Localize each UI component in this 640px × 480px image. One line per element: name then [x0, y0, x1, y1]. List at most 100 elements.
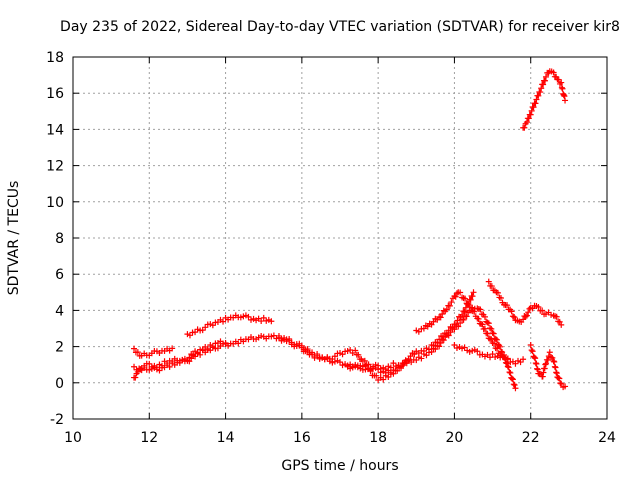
data-point [539, 307, 546, 314]
data-point [455, 323, 462, 330]
data-point [562, 97, 569, 104]
data-point [469, 293, 476, 300]
data-point [390, 360, 397, 367]
data-point [540, 369, 547, 376]
data-point [367, 368, 374, 375]
y-tick-label: 16 [46, 86, 64, 102]
data-point [527, 342, 534, 348]
data-point [488, 283, 495, 290]
data-point [557, 380, 564, 387]
data-point [375, 362, 382, 369]
data-point [528, 107, 535, 114]
data-point [522, 313, 529, 320]
data-point [275, 334, 282, 341]
data-point [520, 356, 527, 363]
data-point [511, 314, 518, 321]
data-point [146, 360, 153, 367]
data-point [505, 364, 512, 371]
data-point [447, 329, 454, 336]
y-tick-label: 0 [55, 376, 64, 392]
data-point [446, 302, 453, 309]
data-point [529, 348, 536, 355]
data-point [451, 342, 458, 348]
data-point [521, 124, 528, 131]
data-point [559, 85, 566, 92]
data-point [439, 311, 446, 318]
data-point [268, 318, 275, 325]
series-arc-6 [344, 304, 519, 392]
data-point [509, 313, 516, 320]
data-point [538, 85, 545, 92]
data-point [457, 289, 464, 296]
y-tick-label: 18 [46, 50, 64, 66]
series-arc-4 [184, 312, 275, 339]
data-point [131, 345, 138, 352]
data-point [550, 69, 557, 76]
data-point [542, 77, 549, 84]
data-point [467, 296, 474, 303]
data-point [452, 293, 459, 300]
data-point [558, 380, 565, 387]
data-point [347, 347, 354, 354]
data-point [184, 357, 191, 364]
y-tick-label: 2 [55, 340, 64, 356]
x-tick-label: 20 [446, 430, 464, 446]
data-point [443, 306, 450, 313]
data-point [355, 351, 362, 358]
data-point [373, 372, 380, 379]
data-point [558, 84, 565, 91]
y-axis-label: SDTVAR / TECUs [6, 181, 22, 296]
data-point [445, 332, 452, 339]
data-point [485, 320, 492, 327]
data-point [309, 351, 316, 358]
data-point [186, 354, 193, 361]
data-point [558, 321, 565, 328]
data-point [504, 363, 511, 370]
data-point [461, 344, 468, 351]
data-point [503, 360, 510, 367]
data-point [134, 349, 141, 356]
series-arc-11 [520, 68, 569, 131]
data-point [535, 303, 542, 310]
data-point [558, 79, 565, 86]
data-point [484, 319, 491, 326]
data-point [304, 347, 311, 354]
data-point [562, 383, 569, 390]
data-point [448, 299, 455, 306]
data-point [298, 344, 305, 351]
data-point [131, 363, 138, 370]
data-point [488, 325, 495, 332]
data-point [361, 357, 368, 364]
data-point [470, 289, 477, 296]
data-point [539, 373, 546, 380]
data-point [484, 330, 491, 337]
data-point [487, 325, 494, 332]
data-point [491, 340, 498, 347]
data-point [418, 355, 425, 362]
data-point [489, 351, 496, 358]
data-point [365, 361, 372, 368]
data-point [394, 367, 401, 374]
data-point [560, 92, 567, 99]
data-point [561, 93, 568, 100]
y-tick-label: 14 [46, 122, 64, 138]
data-point [428, 349, 435, 356]
data-point [490, 330, 497, 337]
data-point [314, 352, 321, 359]
y-tick-label: 6 [55, 267, 64, 283]
data-point [222, 339, 229, 346]
data-points [131, 68, 569, 392]
data-point [493, 336, 500, 343]
data-point [457, 320, 464, 327]
data-point [462, 304, 469, 311]
data-point [466, 302, 473, 309]
y-tick-label: 12 [46, 159, 64, 175]
data-point [436, 343, 443, 350]
data-point [507, 369, 514, 376]
data-point [504, 356, 511, 363]
series-arc-2 [131, 345, 176, 359]
data-point [540, 81, 547, 88]
y-tick-label: 10 [46, 195, 64, 211]
